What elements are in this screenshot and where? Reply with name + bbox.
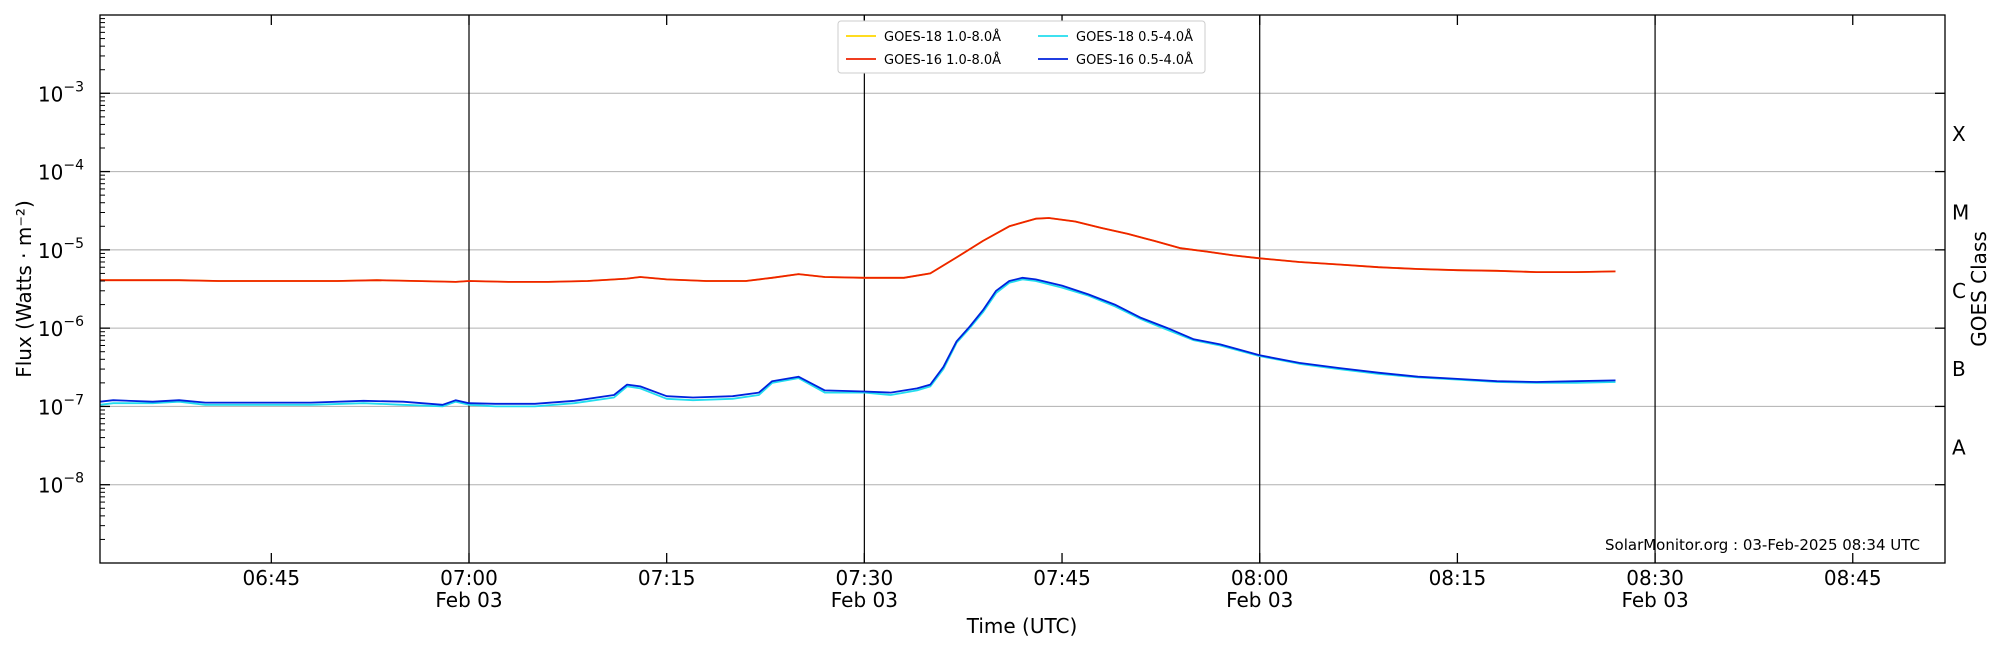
- goes-class-label: M: [1952, 201, 1969, 225]
- legend-label: GOES-16 0.5-4.0Å: [1076, 52, 1193, 68]
- axis-ticks: [100, 15, 1945, 563]
- y-tick-label: 10−7: [38, 392, 84, 419]
- x-tick-label: 07:15: [638, 566, 696, 590]
- credit-label: SolarMonitor.org : 03-Feb-2025 08:34 UTC: [1605, 536, 1920, 554]
- x-tick-date-label: Feb 03: [1226, 588, 1293, 612]
- x-axis-title: Time (UTC): [966, 614, 1078, 638]
- x-tick-date-label: Feb 03: [831, 588, 898, 612]
- y-tick-label: 10−4: [38, 158, 84, 185]
- right-axis-title: GOES Class: [1967, 231, 1991, 347]
- goes-class-label: C: [1952, 279, 1966, 303]
- goes-class-label: X: [1952, 122, 1966, 146]
- legend-box: [837, 20, 1206, 74]
- y-axis-title: Flux (Watts · m⁻²): [12, 200, 36, 378]
- x-tick-label: 07:45: [1033, 566, 1091, 590]
- x-tick-label: 08:30: [1626, 566, 1684, 590]
- goes-class-labels: A B C M X: [1952, 122, 1969, 459]
- x-tick-label: 07:00: [440, 566, 498, 590]
- y-tick-label: 10−6: [38, 314, 84, 341]
- x-tick-label: 06:45: [243, 566, 301, 590]
- plot-background: [100, 15, 1945, 563]
- date-vertical-lines: [468, 15, 1656, 563]
- series-line: [100, 217, 1616, 283]
- plot-frame: [99, 14, 1946, 564]
- y-tick-label: 10−3: [38, 79, 84, 106]
- legend: GOES-18 1.0-8.0Å GOES-16 1.0-8.0Å GOES-18 …: [837, 20, 1206, 74]
- series-line: [99, 276, 1616, 406]
- x-tick-date-label: Feb 03: [1621, 588, 1688, 612]
- x-tick-label: 08:00: [1231, 566, 1289, 590]
- goes-class-label: A: [1952, 435, 1966, 459]
- y-tick-labels: 10−8 10−7 10−6 10−5 10−4 10−3: [38, 79, 84, 497]
- y-tick-label: 10−8: [38, 471, 84, 498]
- x-tick-date-label: Feb 03: [435, 588, 502, 612]
- x-tick-label: 08:45: [1824, 566, 1882, 590]
- legend-label: GOES-18 0.5-4.0Å: [1076, 29, 1193, 45]
- legend-label: GOES-18 1.0-8.0Å: [884, 29, 1001, 45]
- legend-label: GOES-16 1.0-8.0Å: [884, 52, 1001, 68]
- x-tick-label: 08:15: [1429, 566, 1487, 590]
- goes-class-label: B: [1952, 357, 1966, 381]
- y-tick-label: 10−5: [38, 236, 84, 263]
- x-tick-label: 07:30: [836, 566, 894, 590]
- series-lines: [99, 217, 1616, 408]
- gridlines: [100, 92, 1945, 486]
